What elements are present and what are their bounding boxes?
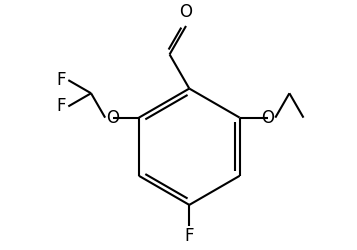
Text: F: F bbox=[56, 71, 65, 89]
Text: F: F bbox=[185, 228, 194, 246]
Text: F: F bbox=[56, 98, 65, 116]
Text: O: O bbox=[261, 109, 274, 127]
Text: O: O bbox=[180, 3, 192, 21]
Text: O: O bbox=[106, 109, 119, 127]
